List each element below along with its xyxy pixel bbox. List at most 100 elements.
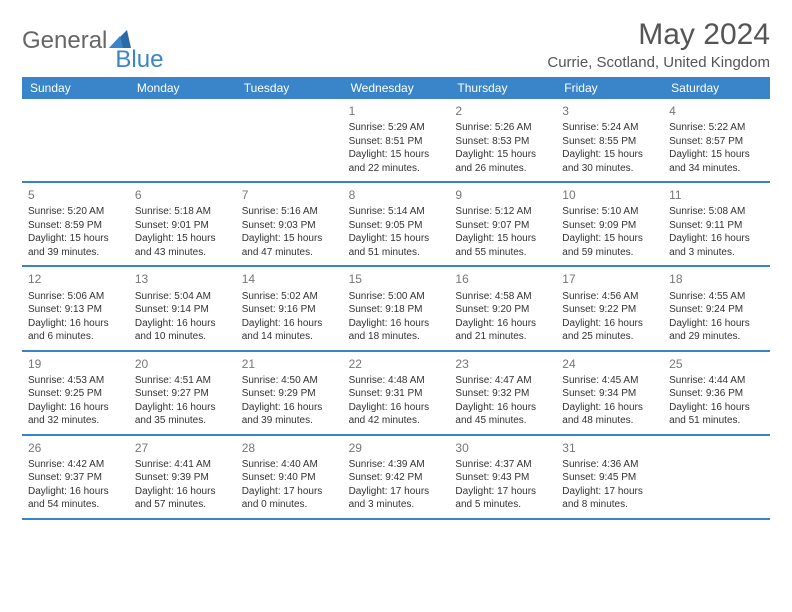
- day-info-line: Sunrise: 4:50 AM: [242, 374, 337, 388]
- day-info-line: and 39 minutes.: [28, 246, 123, 260]
- day-info-line: Daylight: 15 hours: [562, 148, 657, 162]
- day-info-line: Sunset: 9:18 PM: [349, 303, 444, 317]
- day-number: 7: [242, 187, 337, 203]
- day-number: 4: [669, 103, 764, 119]
- day-cell: 17Sunrise: 4:56 AMSunset: 9:22 PMDayligh…: [556, 267, 663, 349]
- day-info-line: Sunrise: 5:14 AM: [349, 205, 444, 219]
- day-info-line: and 3 minutes.: [349, 498, 444, 512]
- day-info-line: Sunset: 9:45 PM: [562, 471, 657, 485]
- day-info-line: Sunrise: 5:12 AM: [455, 205, 550, 219]
- day-info-line: and 51 minutes.: [349, 246, 444, 260]
- day-header-cell: Sunday: [22, 77, 129, 99]
- day-info-line: Sunrise: 4:37 AM: [455, 458, 550, 472]
- day-cell: 19Sunrise: 4:53 AMSunset: 9:25 PMDayligh…: [22, 352, 129, 434]
- day-info-line: Sunrise: 4:40 AM: [242, 458, 337, 472]
- day-cell: 2Sunrise: 5:26 AMSunset: 8:53 PMDaylight…: [449, 99, 556, 181]
- day-info-line: Sunrise: 5:29 AM: [349, 121, 444, 135]
- day-cell: 9Sunrise: 5:12 AMSunset: 9:07 PMDaylight…: [449, 183, 556, 265]
- month-title: May 2024: [547, 18, 770, 52]
- day-info-line: Sunrise: 5:04 AM: [135, 290, 230, 304]
- day-info-line: Sunset: 9:14 PM: [135, 303, 230, 317]
- day-info-line: and 22 minutes.: [349, 162, 444, 176]
- day-info-line: Daylight: 17 hours: [562, 485, 657, 499]
- day-info-line: Daylight: 16 hours: [669, 401, 764, 415]
- day-info-line: and 43 minutes.: [135, 246, 230, 260]
- day-info-line: Sunrise: 4:58 AM: [455, 290, 550, 304]
- day-cell: 21Sunrise: 4:50 AMSunset: 9:29 PMDayligh…: [236, 352, 343, 434]
- day-info-line: and 0 minutes.: [242, 498, 337, 512]
- day-info-line: and 6 minutes.: [28, 330, 123, 344]
- day-info-line: Sunset: 9:29 PM: [242, 387, 337, 401]
- day-info-line: Sunrise: 5:06 AM: [28, 290, 123, 304]
- day-info-line: and 21 minutes.: [455, 330, 550, 344]
- day-info-line: Sunset: 9:27 PM: [135, 387, 230, 401]
- day-info-line: Daylight: 16 hours: [28, 317, 123, 331]
- day-cell: 10Sunrise: 5:10 AMSunset: 9:09 PMDayligh…: [556, 183, 663, 265]
- day-number: 2: [455, 103, 550, 119]
- day-info-line: and 8 minutes.: [562, 498, 657, 512]
- day-info-line: and 55 minutes.: [455, 246, 550, 260]
- day-number: 29: [349, 440, 444, 456]
- day-info-line: Daylight: 16 hours: [28, 401, 123, 415]
- logo-text-blue: Blue: [115, 46, 163, 74]
- day-info-line: Sunset: 9:34 PM: [562, 387, 657, 401]
- day-number: 25: [669, 356, 764, 372]
- week-row: 19Sunrise: 4:53 AMSunset: 9:25 PMDayligh…: [22, 352, 770, 436]
- day-cell: 13Sunrise: 5:04 AMSunset: 9:14 PMDayligh…: [129, 267, 236, 349]
- day-info-line: Daylight: 16 hours: [349, 401, 444, 415]
- day-cell: 15Sunrise: 5:00 AMSunset: 9:18 PMDayligh…: [343, 267, 450, 349]
- day-info-line: Sunrise: 4:53 AM: [28, 374, 123, 388]
- week-row: 12Sunrise: 5:06 AMSunset: 9:13 PMDayligh…: [22, 267, 770, 351]
- day-number: 14: [242, 271, 337, 287]
- day-info-line: Daylight: 16 hours: [135, 401, 230, 415]
- day-cell: 4Sunrise: 5:22 AMSunset: 8:57 PMDaylight…: [663, 99, 770, 181]
- day-info-line: Daylight: 15 hours: [28, 232, 123, 246]
- day-header-row: SundayMondayTuesdayWednesdayThursdayFrid…: [22, 77, 770, 99]
- day-number: 6: [135, 187, 230, 203]
- day-cell: 1Sunrise: 5:29 AMSunset: 8:51 PMDaylight…: [343, 99, 450, 181]
- day-info-line: Sunset: 8:51 PM: [349, 135, 444, 149]
- day-info-line: Daylight: 16 hours: [242, 317, 337, 331]
- day-info-line: Sunset: 9:20 PM: [455, 303, 550, 317]
- day-info-line: Daylight: 15 hours: [455, 148, 550, 162]
- day-info-line: Sunset: 9:40 PM: [242, 471, 337, 485]
- day-cell: 28Sunrise: 4:40 AMSunset: 9:40 PMDayligh…: [236, 436, 343, 518]
- day-info-line: and 10 minutes.: [135, 330, 230, 344]
- week-row: 1 Sunrise: 5:29 AMSunset: 8:51 PM Daylight…: [22, 99, 770, 183]
- day-cell: [236, 99, 343, 181]
- day-cell: 31Sunrise: 4:36 AMSunset: 9:45 PMDayligh…: [556, 436, 663, 518]
- day-info-line: and 14 minutes.: [242, 330, 337, 344]
- day-info-line: Sunset: 9:32 PM: [455, 387, 550, 401]
- day-info-line: and 18 minutes.: [349, 330, 444, 344]
- day-info-line: Sunset: 9:11 PM: [669, 219, 764, 233]
- day-cell: 5Sunrise: 5:20 AMSunset: 8:59 PMDaylight…: [22, 183, 129, 265]
- day-number: 31: [562, 440, 657, 456]
- day-cell: [129, 99, 236, 181]
- day-info-line: Daylight: 15 hours: [349, 232, 444, 246]
- day-cell: 16Sunrise: 4:58 AMSunset: 9:20 PMDayligh…: [449, 267, 556, 349]
- day-info-line: Daylight: 15 hours: [242, 232, 337, 246]
- day-info-line: Sunrise: 4:41 AM: [135, 458, 230, 472]
- day-info-line: Sunrise: 5:24 AM: [562, 121, 657, 135]
- day-number: 9: [455, 187, 550, 203]
- day-info-line: Daylight: 17 hours: [349, 485, 444, 499]
- logo-text-general: General: [22, 27, 107, 55]
- location: Currie, Scotland, United Kingdom: [547, 54, 770, 71]
- day-header-cell: Thursday: [449, 77, 556, 99]
- day-info-line: and 34 minutes.: [669, 162, 764, 176]
- day-number: 28: [242, 440, 337, 456]
- day-info-line: Sunrise: 5:16 AM: [242, 205, 337, 219]
- day-info-line: Daylight: 16 hours: [242, 401, 337, 415]
- day-info-line: Daylight: 16 hours: [669, 317, 764, 331]
- day-cell: 25Sunrise: 4:44 AMSunset: 9:36 PMDayligh…: [663, 352, 770, 434]
- day-info-line: and 30 minutes.: [562, 162, 657, 176]
- day-info-line: and 26 minutes.: [455, 162, 550, 176]
- day-info-line: Sunrise: 5:22 AM: [669, 121, 764, 135]
- week-row: 5Sunrise: 5:20 AMSunset: 8:59 PMDaylight…: [22, 183, 770, 267]
- day-info-line: and 45 minutes.: [455, 414, 550, 428]
- day-info-line: Sunset: 9:39 PM: [135, 471, 230, 485]
- day-info-line: Sunrise: 4:45 AM: [562, 374, 657, 388]
- day-info-line: and 39 minutes.: [242, 414, 337, 428]
- day-cell: 8Sunrise: 5:14 AMSunset: 9:05 PMDaylight…: [343, 183, 450, 265]
- day-number: 1: [349, 103, 444, 119]
